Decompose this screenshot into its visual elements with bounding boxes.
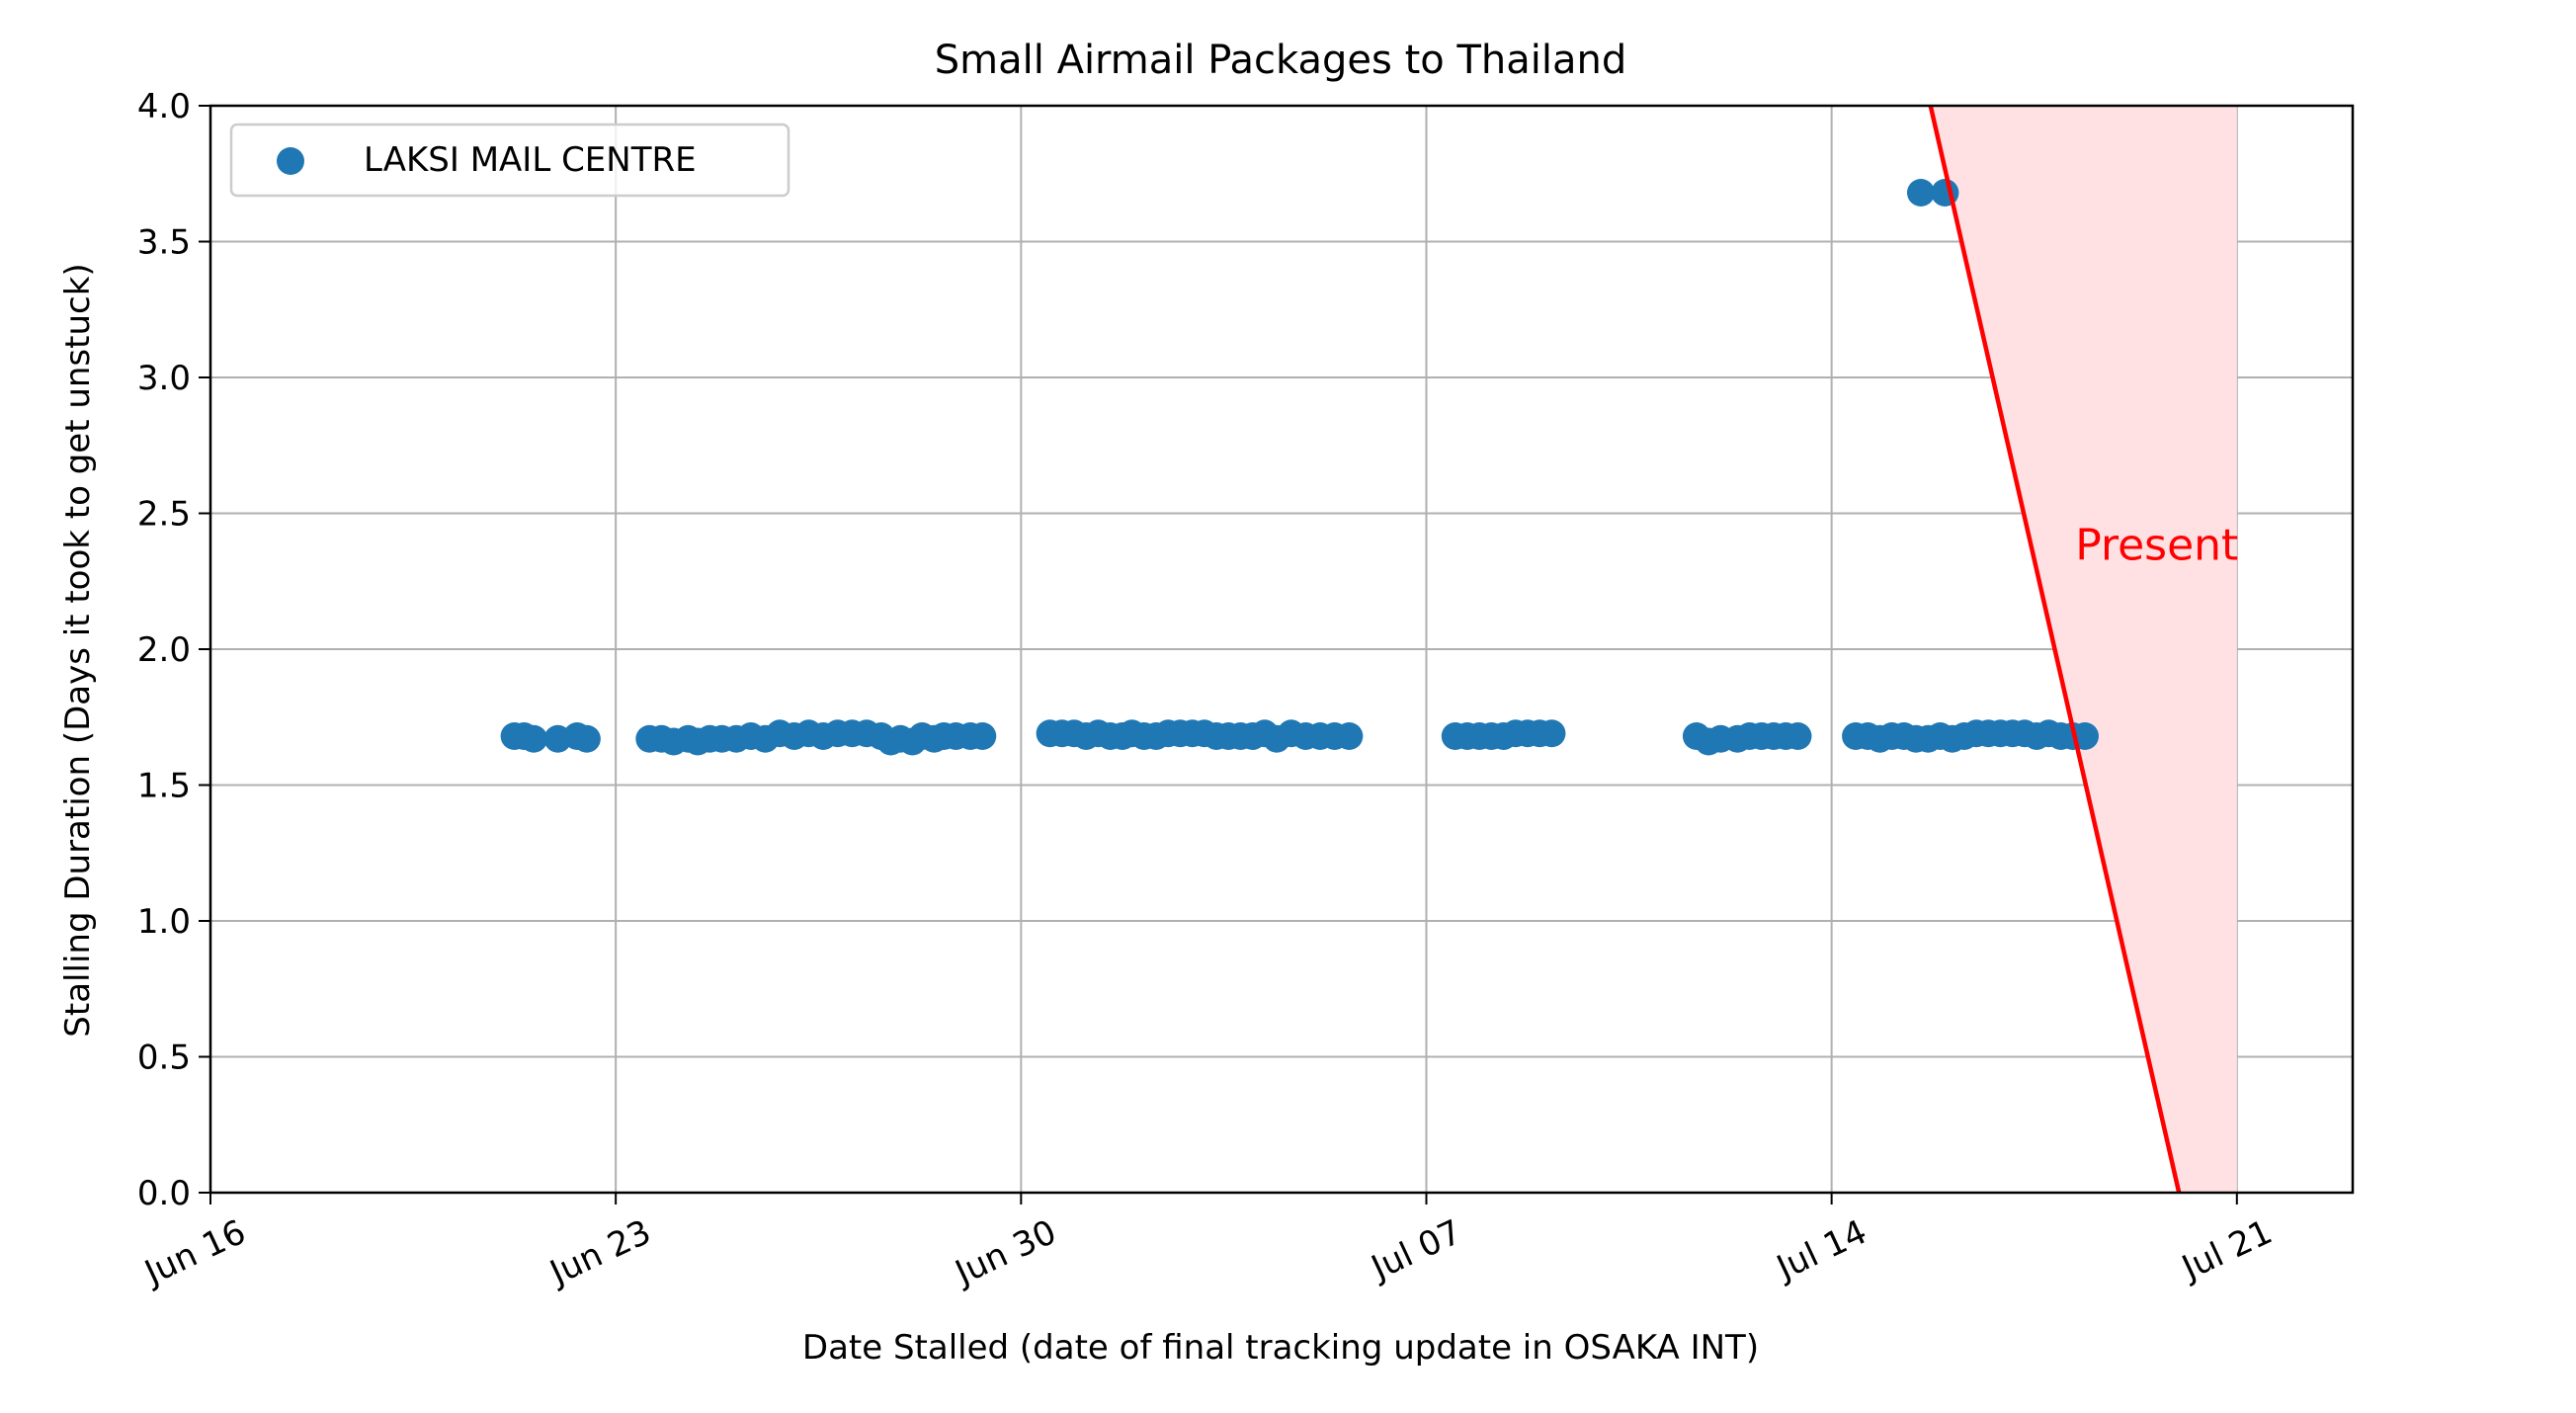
present-shaded-region — [1930, 106, 2237, 1193]
data-point — [968, 722, 997, 750]
data-point — [1784, 722, 1812, 750]
legend-entry-laksi-mail-centre: LAKSI MAIL CENTRE — [364, 140, 697, 180]
legend-box — [229, 123, 790, 198]
y-tick-label: 1.0 — [137, 902, 191, 942]
y-tick-label: 0.0 — [137, 1174, 191, 1213]
data-point — [520, 724, 548, 753]
present-line — [1928, 105, 2182, 1194]
y-tick-label: 2.5 — [137, 495, 191, 535]
data-point — [572, 724, 601, 753]
x-axis-label: Date Stalled (date of final tracking upd… — [802, 1328, 1759, 1368]
data-point — [1335, 722, 1364, 750]
y-tick-label: 3.5 — [137, 223, 191, 263]
y-axis-label: Stalling Duration (Days it took to get u… — [58, 263, 98, 1037]
y-tick-label: 2.0 — [137, 630, 191, 670]
chart-title: Small Airmail Packages to Thailand — [935, 38, 1626, 83]
data-point — [1537, 719, 1566, 748]
legend: LAKSI MAIL CENTRE — [229, 123, 790, 198]
y-axis-ticks: 0.0 0.5 1.0 1.5 2.0 2.5 3.0 3.5 4.0 — [137, 87, 210, 1213]
y-tick-label: 1.5 — [137, 767, 191, 806]
present-annotation: Present — [1928, 105, 2238, 1194]
data-point — [1906, 179, 1935, 207]
y-tick-label: 4.0 — [137, 87, 191, 126]
y-tick-label: 0.5 — [137, 1039, 191, 1078]
legend-marker — [277, 147, 304, 175]
present-shade-group — [1930, 106, 2237, 1193]
y-tick-label: 3.0 — [137, 359, 191, 398]
scatter-points — [500, 179, 2099, 756]
present-label: Present — [2075, 520, 2238, 570]
